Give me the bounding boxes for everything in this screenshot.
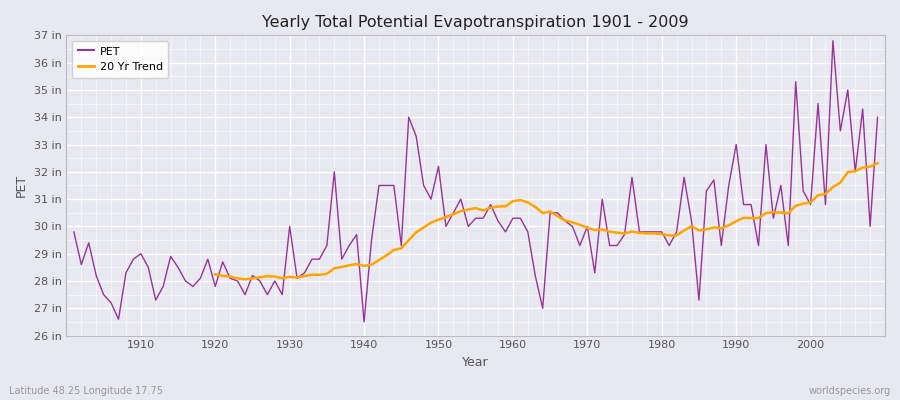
Legend: PET, 20 Yr Trend: PET, 20 Yr Trend — [72, 41, 168, 78]
Text: Latitude 48.25 Longitude 17.75: Latitude 48.25 Longitude 17.75 — [9, 386, 163, 396]
Title: Yearly Total Potential Evapotranspiration 1901 - 2009: Yearly Total Potential Evapotranspiratio… — [263, 15, 689, 30]
Text: worldspecies.org: worldspecies.org — [809, 386, 891, 396]
X-axis label: Year: Year — [463, 356, 489, 369]
Y-axis label: PET: PET — [15, 174, 28, 197]
